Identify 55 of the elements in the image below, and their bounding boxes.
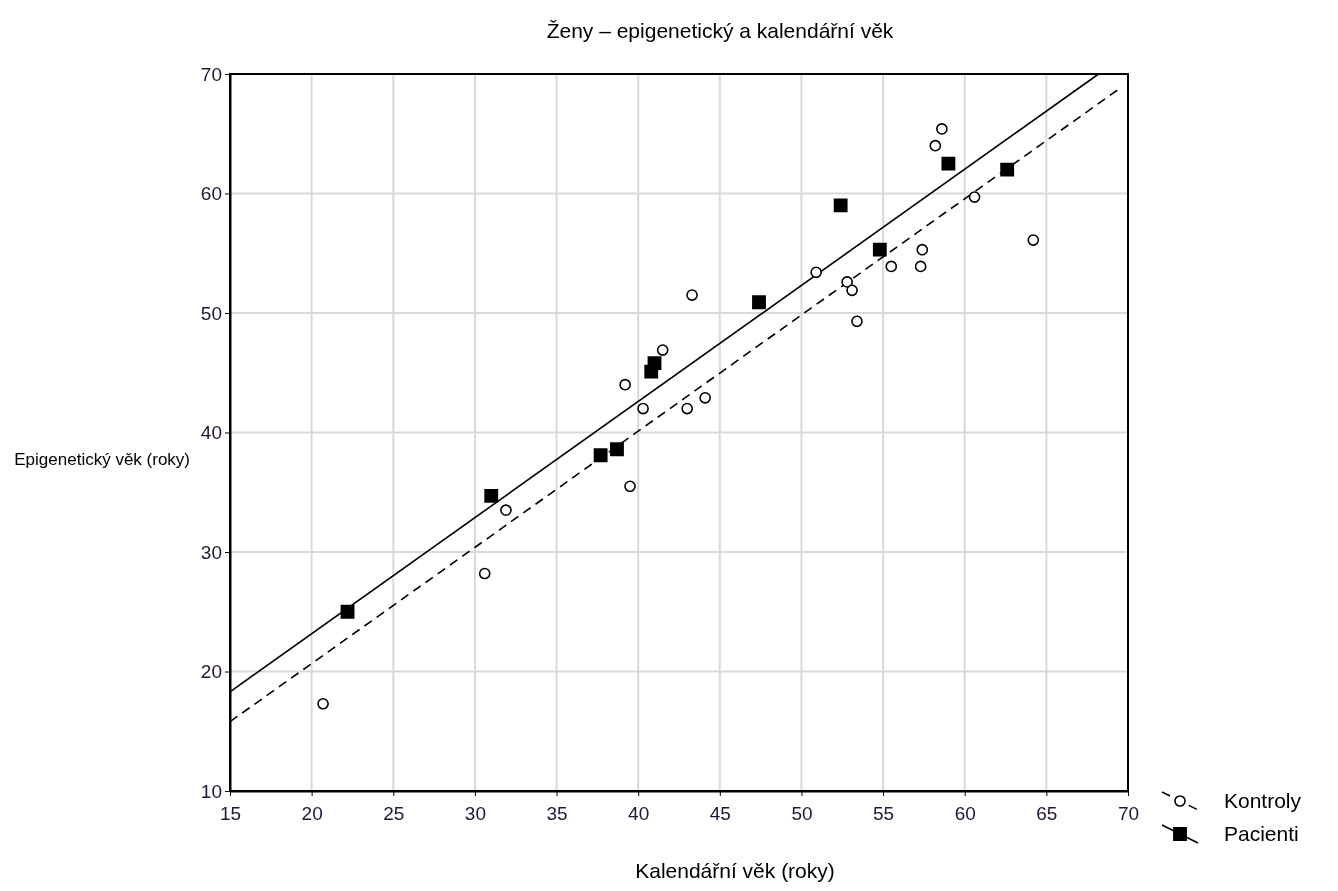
- point: [484, 488, 499, 503]
- x-tick-label: 20: [301, 802, 323, 824]
- point: [936, 123, 948, 135]
- point: [841, 276, 854, 288]
- chart-title: Ženy – epigenetický a kalendářní věk: [546, 19, 894, 42]
- point: [885, 260, 898, 273]
- y-tick-label: 10: [200, 780, 222, 802]
- point: [317, 697, 329, 710]
- point: [916, 243, 929, 256]
- point: [929, 139, 942, 152]
- point: [681, 402, 694, 415]
- legend-label: Kontroly: [1224, 789, 1302, 812]
- y-tick-label: 20: [200, 661, 222, 683]
- point: [593, 448, 608, 463]
- x-tick-label: 40: [628, 802, 650, 824]
- y-axis-title: Epigenetický věk (roky): [14, 450, 190, 469]
- x-tick-label: 50: [791, 802, 813, 824]
- point: [340, 604, 355, 619]
- point: [1027, 234, 1040, 246]
- x-tick-label: 45: [709, 802, 731, 824]
- point: [656, 344, 669, 356]
- point: [851, 315, 863, 328]
- point: [914, 260, 927, 273]
- x-tick-label: 65: [1036, 802, 1058, 824]
- point: [846, 284, 858, 297]
- y-tick-label: 50: [200, 302, 222, 324]
- point: [872, 242, 887, 257]
- x-tick-label: 30: [464, 802, 486, 824]
- x-tick-label: 25: [383, 802, 405, 824]
- point: [941, 156, 956, 171]
- point: [752, 295, 766, 310]
- point: [500, 504, 512, 517]
- y-tick-label: 60: [200, 183, 222, 205]
- y-tick-label: 40: [200, 422, 222, 444]
- y-tick-label: 30: [200, 541, 222, 563]
- legend-label: Pacienti: [1224, 822, 1299, 845]
- point: [647, 356, 662, 371]
- point: [624, 480, 636, 493]
- point: [968, 191, 981, 203]
- point: [686, 289, 698, 301]
- x-tick-label: 35: [546, 802, 568, 824]
- x-tick-label: 55: [873, 802, 895, 824]
- x-axis-title: Kalendářní věk (roky): [635, 859, 835, 882]
- point: [810, 266, 822, 279]
- point: [1000, 162, 1015, 177]
- point: [478, 567, 491, 580]
- point: [610, 442, 624, 457]
- point: [699, 392, 711, 404]
- x-tick-label: 15: [219, 802, 242, 824]
- x-tick-label: 60: [954, 802, 976, 824]
- y-tick-label: 70: [200, 63, 222, 85]
- point: [833, 198, 848, 213]
- point: [637, 402, 649, 415]
- point: [619, 378, 631, 391]
- x-tick-label: 70: [1117, 802, 1140, 824]
